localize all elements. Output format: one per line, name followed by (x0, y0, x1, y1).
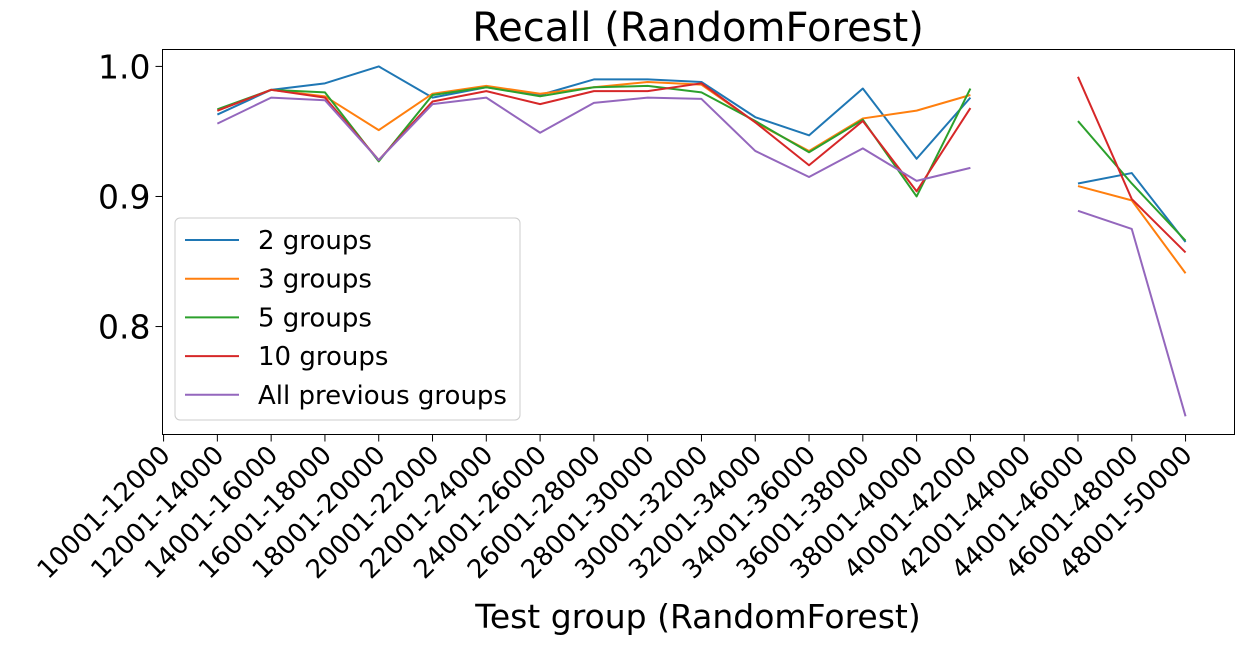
series-line (217, 84, 1187, 242)
series-line (216, 96, 1187, 417)
legend-label: 10 groups (258, 342, 388, 372)
legend-item: 5 groups (185, 303, 372, 333)
chart-title: Recall (RandomForest) (472, 5, 924, 51)
y-tick-label: 1.0 (98, 47, 150, 86)
legend-item: 3 groups (185, 265, 372, 295)
series-line (216, 65, 1187, 243)
legend: 2 groups 3 groups 5 groups 10 groups All pre… (174, 217, 521, 421)
plot-frame (162, 49, 1235, 435)
x-axis-label: Test group (RandomForest) (474, 597, 920, 636)
series-line (216, 76, 1187, 254)
legend-label: 3 groups (258, 265, 372, 295)
x-axis: 10001-1200012001-1400014001-1600016001-1… (32, 434, 1199, 585)
legend-item: 2 groups (185, 226, 372, 256)
legend-label: 2 groups (258, 226, 372, 256)
legend-box (174, 217, 521, 421)
series-lines (216, 65, 1187, 417)
legend-item: All previous groups (185, 381, 507, 411)
legend-label: 5 groups (258, 303, 372, 333)
legend-label: All previous groups (258, 381, 507, 411)
y-axis: 0.8 0.9 1.0 (98, 47, 163, 347)
legend-item: 10 groups (185, 342, 388, 372)
y-tick-label: 0.8 (98, 308, 150, 347)
y-tick-label: 0.9 (98, 177, 150, 216)
